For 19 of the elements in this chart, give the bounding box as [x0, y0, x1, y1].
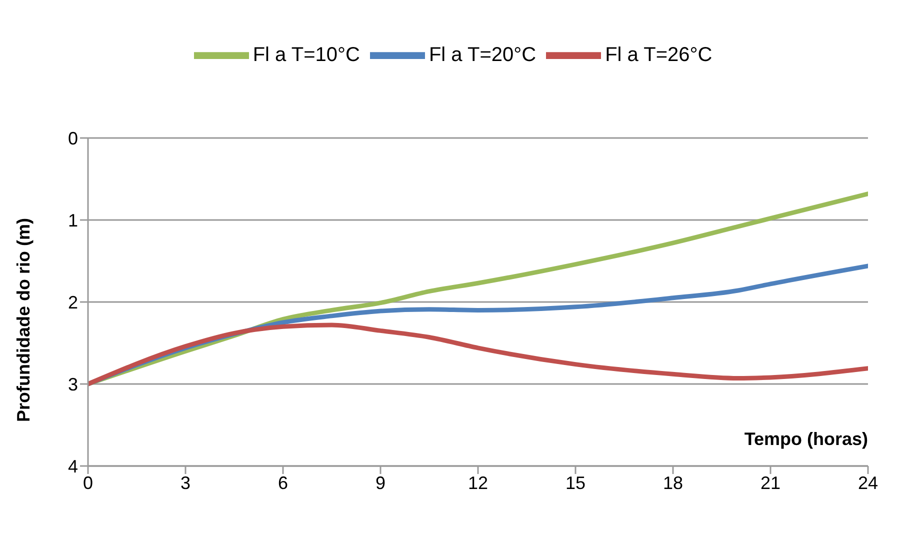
- x-tick-label: 0: [82, 472, 94, 493]
- legend-label: Fl a T=10°C: [252, 44, 360, 66]
- x-tick-label: 9: [375, 472, 386, 493]
- y-tick-label: 2: [68, 292, 78, 312]
- x-tick-label: 15: [565, 472, 586, 493]
- x-tick-label: 21: [760, 472, 781, 493]
- y-axis-title: Profundidade do rio (m): [13, 218, 34, 422]
- x-tick-label: 18: [662, 472, 684, 493]
- x-axis-title: Tempo (horas): [744, 428, 868, 449]
- x-tick-label: 3: [180, 472, 191, 493]
- y-tick-label: 0: [68, 128, 78, 148]
- y-tick-label: 1: [68, 210, 78, 230]
- x-tick-label: 24: [858, 472, 878, 493]
- legend-label: Fl a T=26°C: [605, 44, 712, 66]
- x-tick-label: 6: [278, 472, 288, 493]
- y-tick-label: 3: [68, 374, 78, 394]
- legend-label: Fl a T=20°C: [428, 44, 536, 66]
- x-tick-label: 12: [468, 472, 488, 493]
- y-tick-label: 4: [68, 456, 78, 476]
